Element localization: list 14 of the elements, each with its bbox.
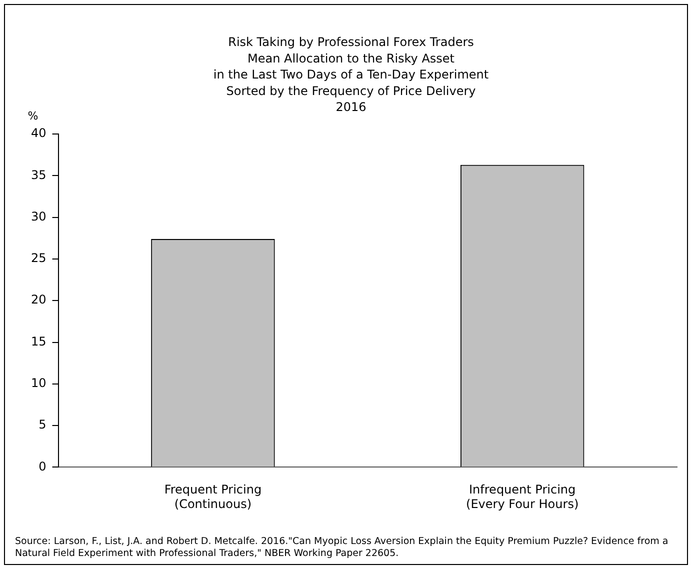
y-tick-label: 15: [30, 334, 46, 348]
y-tick-label: 35: [30, 168, 46, 182]
y-tick-label: 40: [30, 126, 46, 140]
y-tick-label: 20: [30, 292, 46, 307]
y-tick-label: 5: [38, 418, 46, 432]
y-tick-label: 30: [30, 209, 46, 224]
x-tick-label: Frequent Pricing (Continuous): [164, 482, 262, 511]
x-tick-label: Infrequent Pricing (Every Four Hours): [466, 482, 579, 511]
y-axis-title: %: [28, 109, 38, 122]
y-tick-label: 25: [30, 251, 46, 266]
y-tick-label: 10: [30, 376, 46, 390]
chart-title: Risk Taking by Professional Forex Traders Mean Allocation to the Risky Asset in the Last Two Days of a Ten-Day Experiment Sorted by the Frequency of Price Delivery 2016: [213, 35, 489, 114]
source-note: Source: Larson, F., List, J.A. and Robert D. Metcalfe. 2016."Can Myopic Loss Aversion Explain the Equity Premium Puzzle? Evidence from a Natural Field Experiment with Professional Traders," NBER Working Paper 22605.: [15, 536, 670, 560]
y-tick-label: 0: [38, 459, 46, 474]
